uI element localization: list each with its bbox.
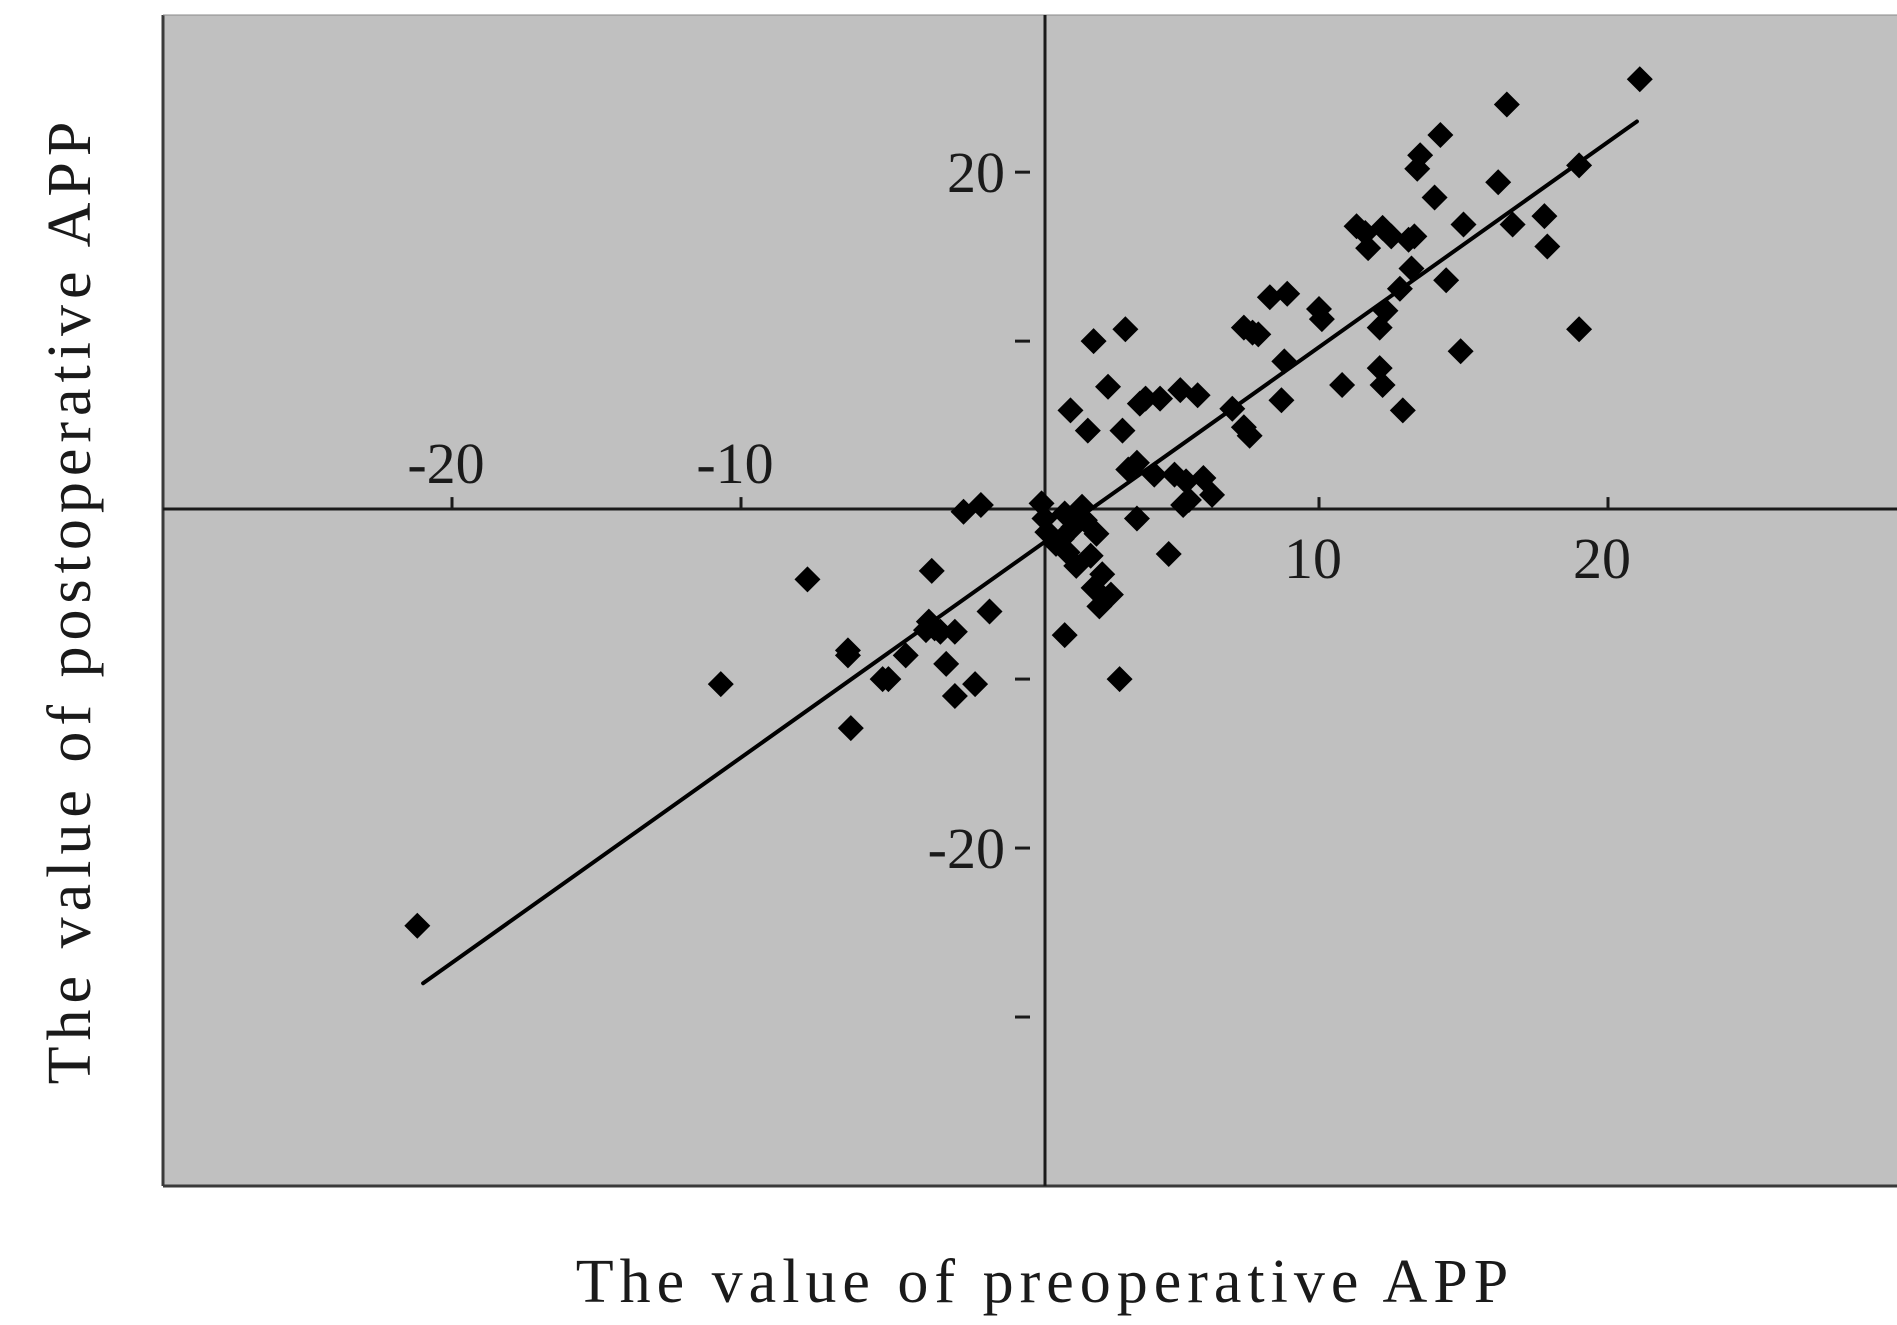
data-point bbox=[1097, 581, 1124, 608]
data-point bbox=[941, 618, 968, 645]
data-point bbox=[1329, 372, 1356, 399]
x-tick-label: -20 bbox=[407, 431, 484, 496]
data-point bbox=[892, 642, 919, 669]
data-point bbox=[1245, 321, 1272, 348]
data-point bbox=[707, 671, 734, 698]
axis-ticks bbox=[450, 170, 1610, 1019]
data-point bbox=[1427, 121, 1454, 148]
data-point bbox=[1236, 422, 1263, 449]
data-point bbox=[1219, 395, 1246, 422]
data-point bbox=[1407, 142, 1434, 169]
data-point bbox=[1433, 267, 1460, 294]
x-axis-title: The value of preoperative APP bbox=[576, 1248, 1514, 1316]
data-point bbox=[1147, 385, 1174, 412]
data-point bbox=[941, 682, 968, 709]
data-point bbox=[1057, 397, 1084, 424]
data-point bbox=[1450, 211, 1477, 238]
data-point bbox=[1366, 355, 1393, 382]
data-point bbox=[1106, 666, 1133, 693]
data-point bbox=[1531, 203, 1558, 230]
data-point bbox=[1447, 338, 1474, 365]
data-point bbox=[794, 566, 821, 593]
data-point bbox=[1534, 233, 1561, 260]
data-point bbox=[1485, 169, 1512, 196]
y-tick-label: -20 bbox=[928, 816, 1005, 881]
data-point bbox=[1493, 91, 1520, 118]
data-point bbox=[1112, 316, 1139, 343]
data-point bbox=[976, 598, 1003, 625]
data-point bbox=[1123, 505, 1150, 532]
tick-labels: -20 -10 10 20 20 -20 bbox=[407, 140, 1631, 881]
plot-background bbox=[163, 15, 1897, 1186]
data-point bbox=[1566, 316, 1593, 343]
data-point bbox=[1421, 184, 1448, 211]
data-point bbox=[1401, 223, 1428, 250]
trend-line-group bbox=[421, 119, 1639, 986]
data-point bbox=[1199, 481, 1226, 508]
data-point bbox=[1378, 223, 1405, 250]
data-point bbox=[834, 642, 861, 669]
data-point bbox=[962, 671, 989, 698]
data-point bbox=[1398, 255, 1425, 282]
data-point bbox=[1175, 486, 1202, 513]
data-point bbox=[1077, 542, 1104, 569]
data-point bbox=[1141, 461, 1168, 488]
data-point bbox=[1095, 373, 1122, 400]
data-point bbox=[875, 666, 902, 693]
data-point bbox=[1109, 417, 1136, 444]
data-point bbox=[1271, 348, 1298, 375]
data-point bbox=[1274, 280, 1301, 307]
data-point bbox=[1155, 541, 1182, 568]
data-point bbox=[1083, 520, 1110, 547]
data-point bbox=[404, 912, 431, 939]
data-point bbox=[1089, 561, 1116, 588]
data-points bbox=[404, 66, 1653, 939]
data-point bbox=[927, 618, 954, 645]
data-point bbox=[1132, 385, 1159, 412]
data-point bbox=[933, 650, 960, 677]
data-point bbox=[1308, 306, 1335, 333]
data-point bbox=[1256, 284, 1283, 311]
data-point bbox=[1372, 297, 1399, 324]
data-point bbox=[1369, 372, 1396, 399]
data-point bbox=[837, 715, 864, 742]
data-point bbox=[1184, 382, 1211, 409]
data-point bbox=[1123, 449, 1150, 476]
data-point bbox=[1080, 328, 1107, 355]
y-tick-label: 20 bbox=[947, 140, 1005, 205]
x-tick-label: -10 bbox=[696, 431, 773, 496]
trend-line bbox=[421, 119, 1639, 986]
data-point bbox=[1268, 387, 1295, 414]
data-point bbox=[1173, 468, 1200, 495]
x-tick-label: 20 bbox=[1573, 526, 1631, 591]
data-point bbox=[1074, 417, 1101, 444]
data-point bbox=[1626, 66, 1653, 93]
data-point bbox=[918, 557, 945, 584]
data-point bbox=[1499, 211, 1526, 238]
x-tick-label: 10 bbox=[1284, 526, 1342, 591]
y-axis-title: The value of postoperative APP bbox=[36, 116, 104, 1085]
data-point bbox=[1355, 235, 1382, 262]
data-point bbox=[1051, 622, 1078, 649]
data-point bbox=[1386, 275, 1413, 302]
data-point bbox=[1566, 152, 1593, 179]
data-point bbox=[967, 492, 994, 519]
data-point bbox=[1389, 397, 1416, 424]
